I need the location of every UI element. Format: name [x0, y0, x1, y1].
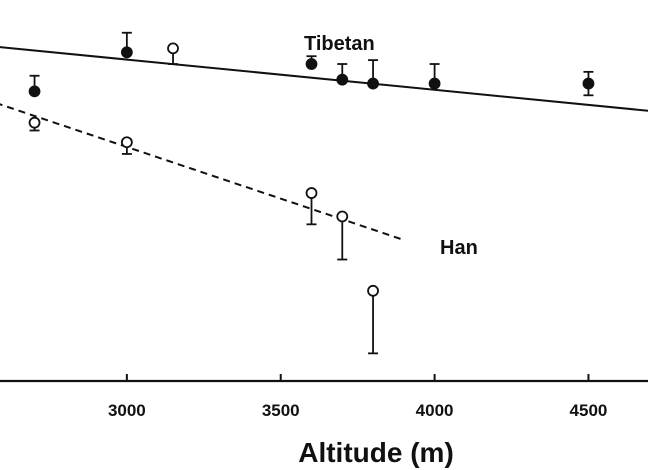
data-point-tibetan [120, 46, 133, 59]
x-axis: 25003000350040004500 [0, 374, 648, 420]
data-point-tibetan [336, 73, 349, 86]
data-point-han [167, 42, 179, 55]
data-point-han [336, 210, 349, 223]
series-labels: Tibetan Han [304, 33, 478, 259]
data-point-han [305, 187, 318, 199]
data-point-tibetan [428, 77, 441, 90]
trendlines [0, 46, 648, 241]
data-point-han [367, 284, 379, 297]
series-label-han: Han [440, 237, 478, 259]
x-tick-label: 3500 [262, 401, 300, 420]
x-tick-label: 3000 [108, 401, 146, 420]
data-point-tibetan [367, 77, 379, 90]
data-point-tibetan [28, 85, 41, 98]
x-tick-label: 4500 [570, 401, 608, 420]
data-point-han [28, 116, 41, 129]
x-tick-label: 4000 [416, 401, 454, 420]
data-point-tibetan [582, 77, 595, 90]
data-points [28, 42, 595, 297]
data-point-han [120, 136, 133, 149]
data-point-tibetan [305, 58, 318, 70]
trendline-han [0, 103, 405, 241]
trendline-tibetan [0, 46, 648, 112]
x-axis-title: Altitude (m) [298, 437, 454, 468]
series-label-tibetan: Tibetan [304, 33, 375, 55]
